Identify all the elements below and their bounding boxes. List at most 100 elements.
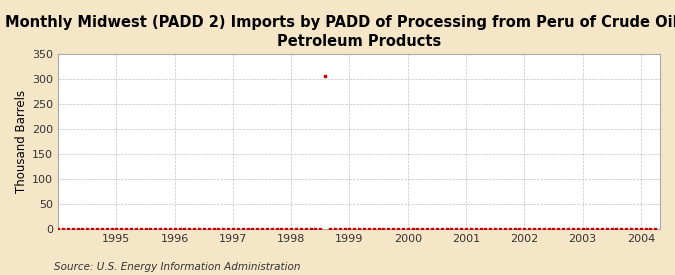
Point	[451, 226, 462, 231]
Point	[174, 226, 185, 231]
Point	[533, 226, 544, 231]
Point	[261, 226, 272, 231]
Point	[529, 226, 539, 231]
Point	[456, 226, 466, 231]
Point	[436, 226, 447, 231]
Point	[116, 226, 127, 231]
Point	[630, 226, 641, 231]
Point	[130, 226, 141, 231]
Point	[140, 226, 151, 231]
Point	[155, 226, 165, 231]
Point	[281, 226, 292, 231]
Point	[198, 226, 209, 231]
Point	[597, 226, 608, 231]
Point	[227, 226, 238, 231]
Point	[621, 226, 632, 231]
Point	[548, 226, 559, 231]
Point	[475, 226, 486, 231]
Point	[611, 226, 622, 231]
Point	[276, 226, 287, 231]
Point	[247, 226, 258, 231]
Point	[82, 226, 92, 231]
Point	[383, 226, 394, 231]
Point	[568, 226, 578, 231]
Point	[398, 226, 408, 231]
Point	[470, 226, 481, 231]
Point	[145, 226, 156, 231]
Point	[218, 226, 229, 231]
Point	[495, 226, 506, 231]
Point	[57, 226, 68, 231]
Point	[577, 226, 588, 231]
Text: Source: U.S. Energy Information Administration: Source: U.S. Energy Information Administ…	[54, 262, 300, 272]
Point	[169, 226, 180, 231]
Point	[441, 226, 452, 231]
Point	[334, 226, 345, 231]
Point	[524, 226, 535, 231]
Point	[427, 226, 437, 231]
Point	[358, 226, 369, 231]
Y-axis label: Thousand Barrels: Thousand Barrels	[15, 90, 28, 193]
Point	[466, 226, 477, 231]
Point	[53, 226, 63, 231]
Point	[378, 226, 389, 231]
Point	[393, 226, 404, 231]
Point	[165, 226, 176, 231]
Point	[509, 226, 520, 231]
Point	[606, 226, 617, 231]
Point	[126, 226, 136, 231]
Point	[296, 226, 306, 231]
Point	[635, 226, 646, 231]
Point	[97, 226, 107, 231]
Point	[106, 226, 117, 231]
Point	[558, 226, 568, 231]
Point	[601, 226, 612, 231]
Point	[325, 226, 335, 231]
Point	[150, 226, 161, 231]
Point	[354, 226, 364, 231]
Point	[267, 226, 277, 231]
Point	[121, 226, 132, 231]
Point	[592, 226, 603, 231]
Point	[252, 226, 263, 231]
Point	[562, 226, 573, 231]
Point	[135, 226, 146, 231]
Point	[538, 226, 549, 231]
Point	[572, 226, 583, 231]
Point	[645, 226, 656, 231]
Point	[480, 226, 491, 231]
Point	[349, 226, 360, 231]
Point	[68, 226, 78, 231]
Point	[72, 226, 83, 231]
Point	[485, 226, 495, 231]
Point	[291, 226, 302, 231]
Point	[543, 226, 554, 231]
Point	[315, 226, 326, 231]
Point	[344, 226, 355, 231]
Point	[417, 226, 428, 231]
Point	[369, 226, 379, 231]
Point	[77, 226, 88, 231]
Point	[387, 226, 398, 231]
Point	[232, 226, 243, 231]
Point	[373, 226, 384, 231]
Point	[363, 226, 374, 231]
Point	[179, 226, 190, 231]
Point	[286, 226, 296, 231]
Point	[504, 226, 515, 231]
Point	[310, 226, 321, 231]
Title: Monthly Midwest (PADD 2) Imports by PADD of Processing from Peru of Crude Oil an: Monthly Midwest (PADD 2) Imports by PADD…	[5, 15, 675, 49]
Point	[553, 226, 564, 231]
Point	[431, 226, 442, 231]
Point	[184, 226, 194, 231]
Point	[412, 226, 423, 231]
Point	[422, 226, 433, 231]
Point	[305, 226, 316, 231]
Point	[256, 226, 267, 231]
Point	[203, 226, 214, 231]
Point	[446, 226, 457, 231]
Point	[237, 226, 248, 231]
Point	[500, 226, 510, 231]
Point	[101, 226, 112, 231]
Point	[407, 226, 418, 231]
